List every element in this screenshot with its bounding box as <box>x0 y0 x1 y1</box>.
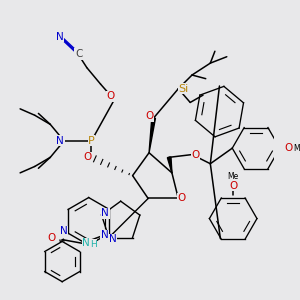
Text: O: O <box>47 233 55 243</box>
Text: C: C <box>75 49 82 59</box>
Polygon shape <box>149 118 155 153</box>
Text: O: O <box>192 150 200 160</box>
Text: O: O <box>145 111 153 121</box>
Polygon shape <box>167 157 172 173</box>
Text: N: N <box>60 226 68 236</box>
Text: O: O <box>284 143 292 153</box>
Text: N: N <box>56 32 63 42</box>
Text: O: O <box>178 194 186 203</box>
Text: Me: Me <box>293 144 300 153</box>
Text: N: N <box>82 238 90 248</box>
Text: Si: Si <box>179 84 189 94</box>
Text: O: O <box>84 152 92 162</box>
Text: Me: Me <box>228 172 239 181</box>
Text: P: P <box>88 136 95 146</box>
Text: N: N <box>109 234 116 244</box>
Text: O: O <box>106 91 115 101</box>
Text: N: N <box>101 208 109 218</box>
Text: O: O <box>229 181 237 191</box>
Text: H: H <box>90 240 97 249</box>
Text: N: N <box>101 230 109 240</box>
Text: N: N <box>56 136 64 146</box>
